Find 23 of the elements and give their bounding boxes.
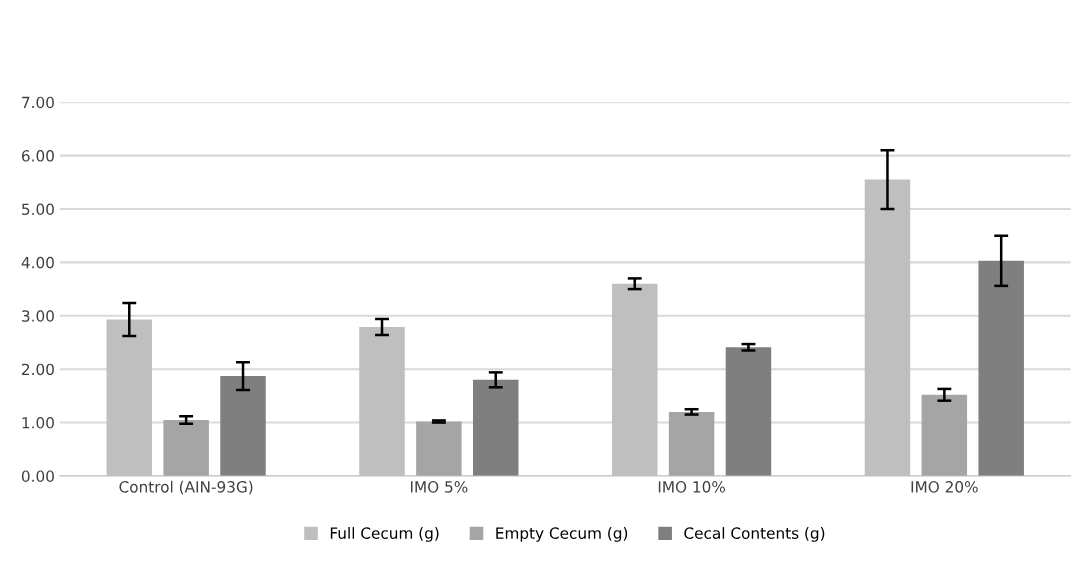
y-tick-label: 1.00 [22, 417, 54, 429]
bar [472, 379, 519, 476]
bar [725, 347, 772, 476]
bar [978, 260, 1024, 476]
y-tick-label: 2.00 [22, 363, 54, 376]
x-tick-label: IMO 5% [410, 481, 468, 493]
bar [416, 421, 462, 476]
x-tick-label: IMO 10% [658, 481, 726, 493]
bar [668, 411, 715, 476]
y-tick-label: 4.00 [21, 256, 54, 269]
bar [163, 419, 209, 476]
x-tick-label: Control (AIN-93G) [119, 480, 253, 495]
y-tick-label: 5.00 [22, 203, 54, 216]
y-tick-label: 3.00 [22, 310, 54, 322]
bar [220, 376, 266, 476]
y-tick-label: 7.00 [22, 96, 54, 109]
bar [921, 394, 968, 476]
legend-label: Full Cecum (g) [330, 527, 439, 542]
y-tick-label: 6.00 [21, 150, 54, 162]
y-tick-label: 0.00 [21, 470, 54, 482]
legend-label: Empty Cecum (g) [496, 527, 628, 542]
x-tick-label: IMO 20% [911, 481, 978, 493]
legend-label: Cecal Contents (g) [684, 527, 825, 542]
